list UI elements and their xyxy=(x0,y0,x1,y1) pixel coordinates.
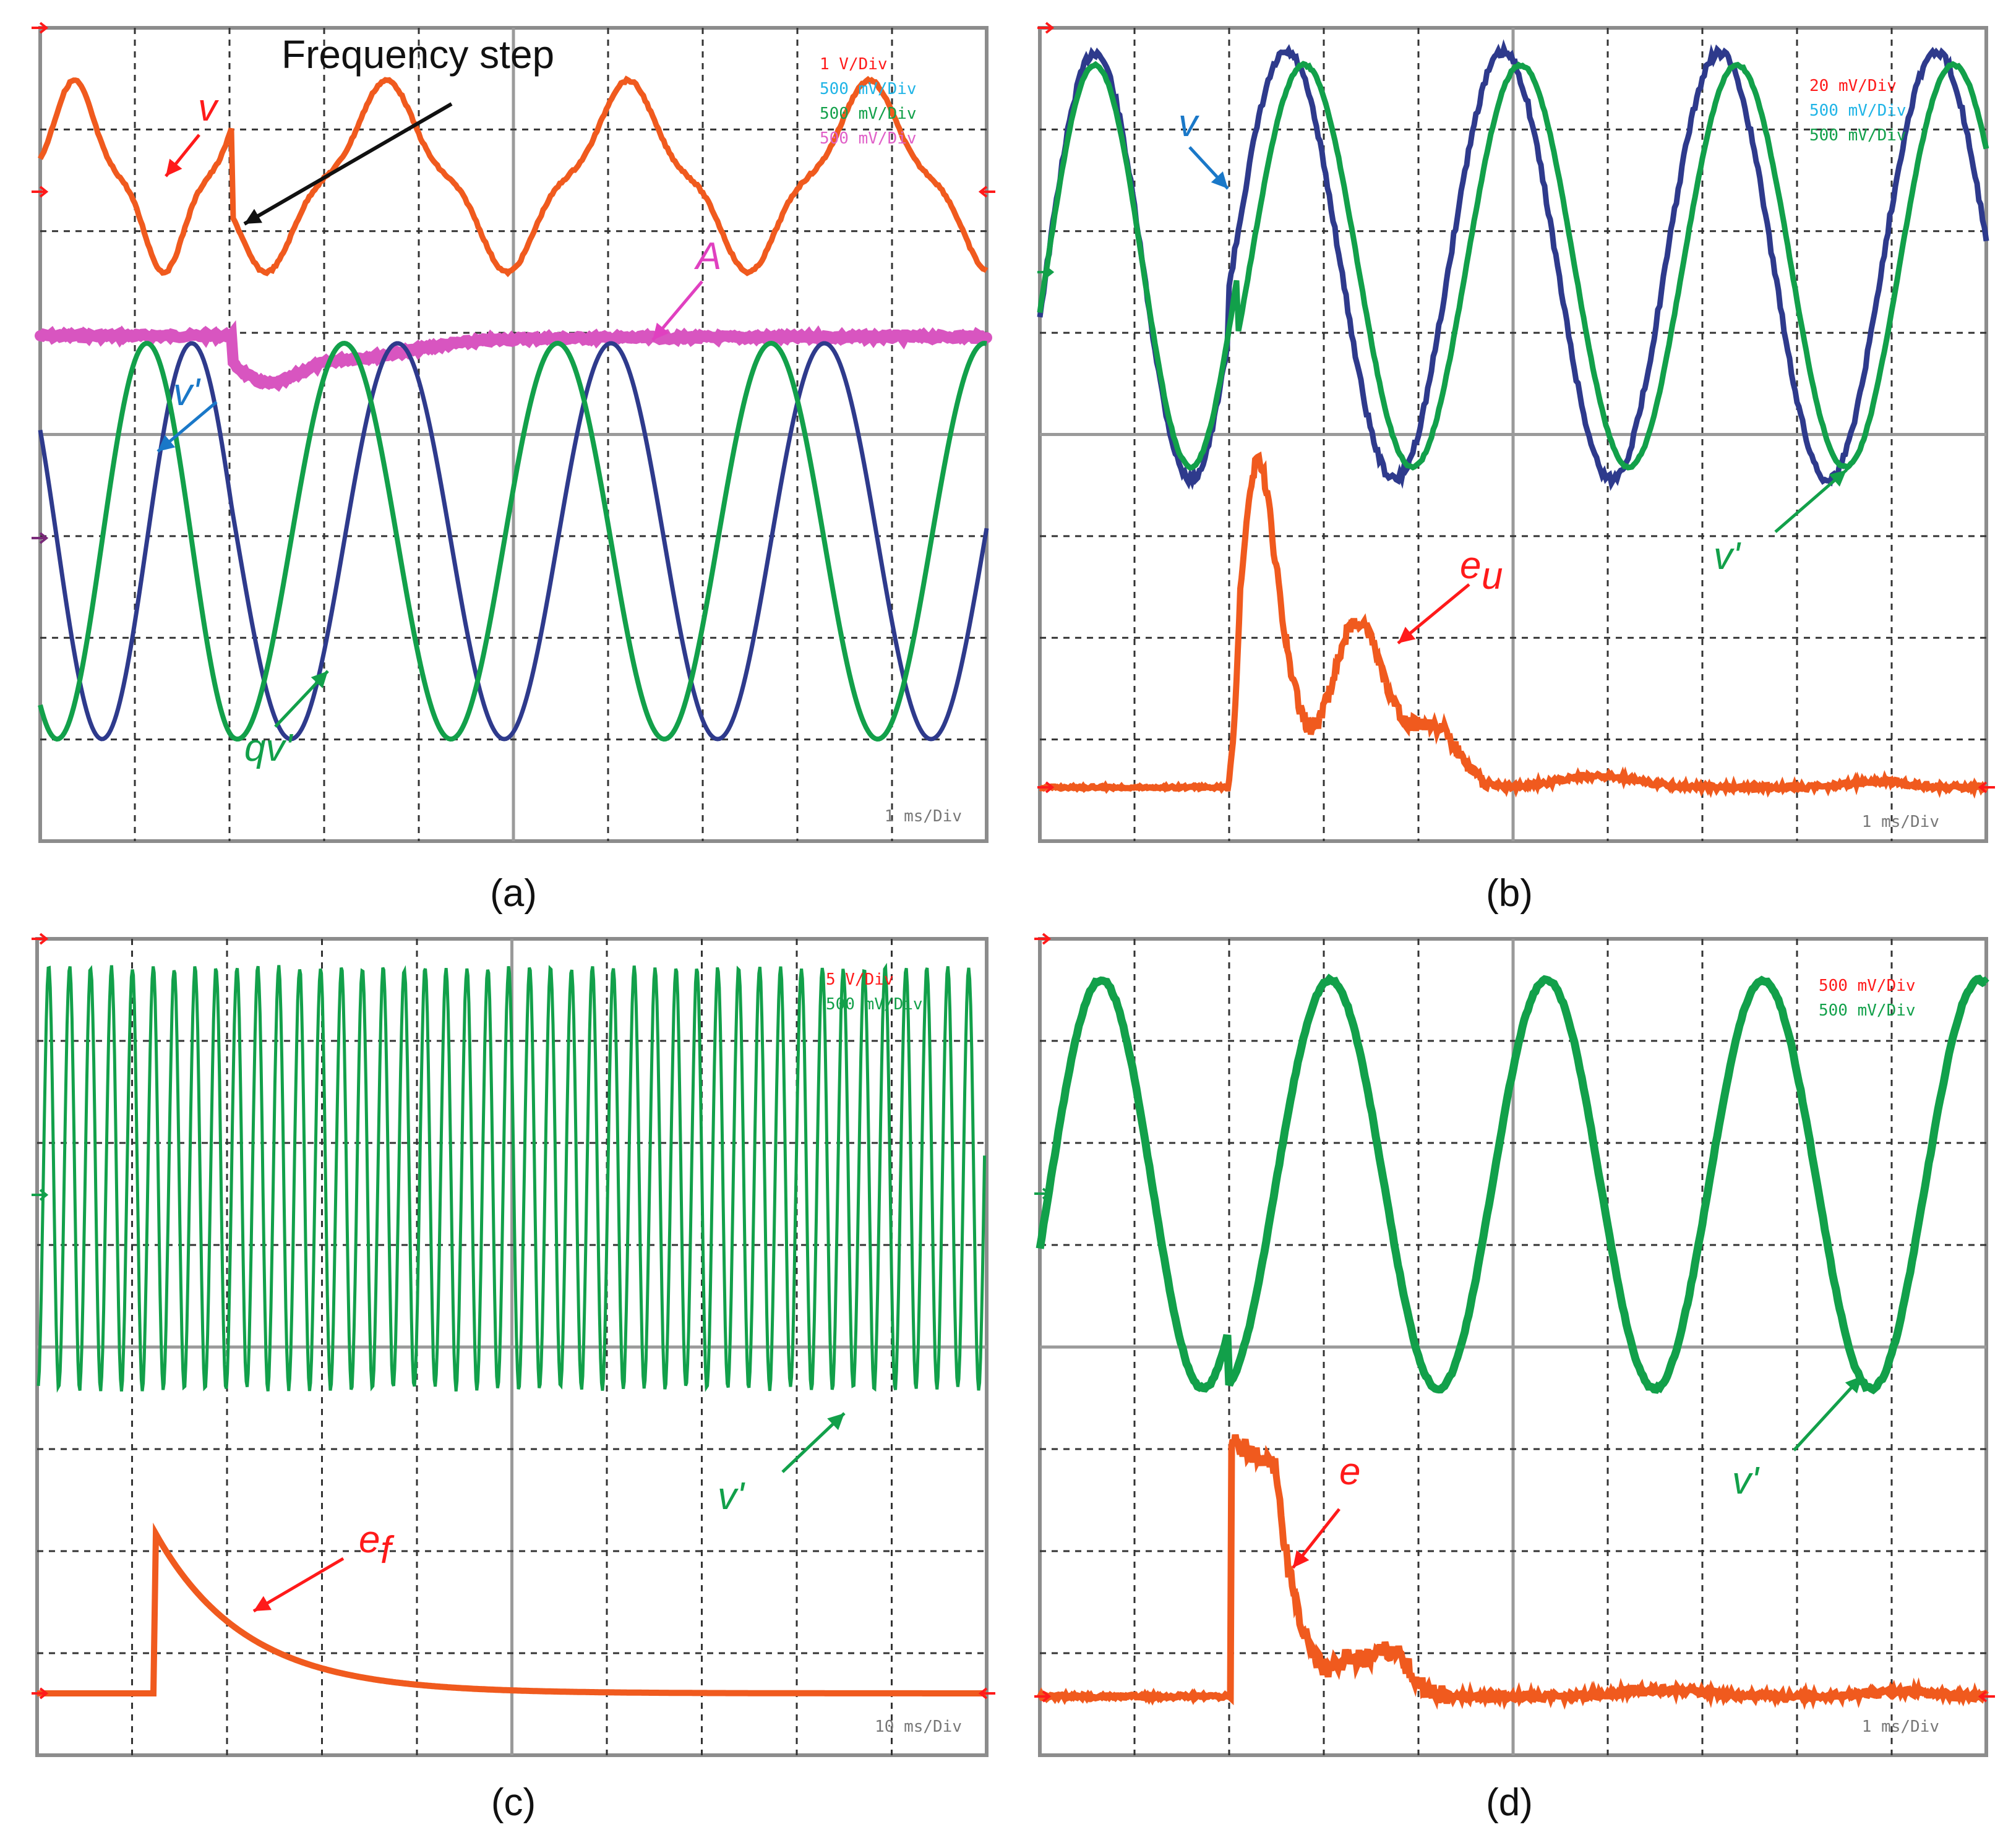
channel-marker xyxy=(1978,781,1995,793)
trace-v-prime xyxy=(1036,973,1989,1395)
scale-label-0: 5 V/Div xyxy=(826,970,894,989)
label-e: e xyxy=(1339,1450,1360,1493)
arrow-head xyxy=(1845,1376,1862,1393)
arrow-head xyxy=(311,671,328,688)
scale-label-1: 500 mV/Div xyxy=(820,80,917,98)
channel-marker xyxy=(32,1189,49,1201)
label-v: v xyxy=(1178,102,1199,145)
channel-marker xyxy=(1037,22,1055,34)
arrow-head xyxy=(1398,627,1416,643)
scale-label-1: 500 mV/Div xyxy=(1809,101,1907,120)
timebase-label: 1 ms/Div xyxy=(885,807,962,826)
arrow-head xyxy=(827,1413,844,1431)
channel-marker xyxy=(978,186,995,198)
channel-marker xyxy=(1034,933,1052,945)
label-e-u: e xyxy=(1460,544,1481,587)
frequency-step-label: Frequency step xyxy=(281,32,554,77)
trace-e xyxy=(1037,1434,1989,1710)
arrow-head xyxy=(244,208,263,224)
channel-marker xyxy=(1037,781,1055,793)
caption-a: (a) xyxy=(490,872,537,915)
channel-marker xyxy=(978,1687,995,1700)
label-e-f: e xyxy=(359,1518,380,1561)
trace-v xyxy=(38,75,989,278)
label-v-prime: v' xyxy=(173,371,201,414)
arrow-head xyxy=(166,158,182,176)
label-v-prime: v' xyxy=(1732,1460,1760,1502)
label-v-prime: v' xyxy=(1714,535,1741,578)
channel-marker xyxy=(32,186,49,198)
trace-A xyxy=(35,320,992,392)
arrow-head xyxy=(1211,171,1228,189)
channel-marker xyxy=(32,532,49,544)
trace-qv-prime xyxy=(38,340,987,742)
annotation-arrow xyxy=(1793,1375,1863,1452)
channel-marker xyxy=(1034,1690,1052,1703)
trace-v-prime xyxy=(36,962,987,1393)
arrow-head xyxy=(1829,470,1847,487)
scale-label-0: 20 mV/Div xyxy=(1809,77,1897,95)
label-e-u-subscript: u xyxy=(1482,555,1503,597)
channel-marker xyxy=(1037,266,1055,278)
scale-label-3: 500 mV/Div xyxy=(820,129,917,148)
scope-screen-a: 1 V/Div 500 mV/Div 500 mV/Div 500 mV/Div 1 m… xyxy=(32,22,995,915)
trace-v-prime xyxy=(1037,61,1989,471)
timebase-label: 1 ms/Div xyxy=(1862,1717,1939,1736)
annotation-arrow xyxy=(243,102,453,226)
trace-v-prime xyxy=(38,341,989,742)
timebase-label: 10 ms/Div xyxy=(875,1717,962,1736)
scale-label-2: 500 mV/Div xyxy=(820,105,917,123)
arrow-head xyxy=(653,322,669,340)
trace-e-f xyxy=(37,1522,986,1696)
label-qv-prime: qv' xyxy=(244,727,293,769)
channel-marker xyxy=(32,1687,49,1700)
channel-marker xyxy=(32,933,49,945)
label-v-prime: v' xyxy=(718,1475,745,1518)
scale-label-0: 500 mV/Div xyxy=(1819,977,1916,995)
annotation-arrow xyxy=(252,1557,345,1613)
arrow-head xyxy=(1293,1550,1310,1568)
channel-marker xyxy=(1034,1187,1052,1200)
label-v: v xyxy=(198,87,219,129)
arrow-head xyxy=(158,435,176,451)
label-A: A xyxy=(693,235,721,278)
caption-b: (b) xyxy=(1486,872,1533,915)
trace-e-u xyxy=(1039,451,1989,799)
scale-label-2: 500 mV/Div xyxy=(1809,126,1907,145)
timebase-label: 1 ms/Div xyxy=(1862,813,1939,831)
channel-marker xyxy=(32,22,49,34)
scope-screen-d: 500 mV/Div 500 mV/Div 1 ms/Div e v' (d) xyxy=(1034,933,1995,1824)
channel-marker xyxy=(1978,1690,1995,1703)
caption-c: (c) xyxy=(491,1781,536,1824)
trace-v xyxy=(1037,39,1989,491)
scale-label-1: 500 mV/Div xyxy=(826,995,923,1014)
caption-d: (d) xyxy=(1486,1781,1533,1824)
scale-label-1: 500 mV/Div xyxy=(1819,1001,1916,1020)
arrow-head xyxy=(254,1596,272,1611)
scope-screen-b: 20 mV/Div 500 mV/Div 500 mV/Div 1 ms/Div v e u… xyxy=(1037,22,1995,915)
scale-label-0: 1 V/Div xyxy=(820,55,888,74)
